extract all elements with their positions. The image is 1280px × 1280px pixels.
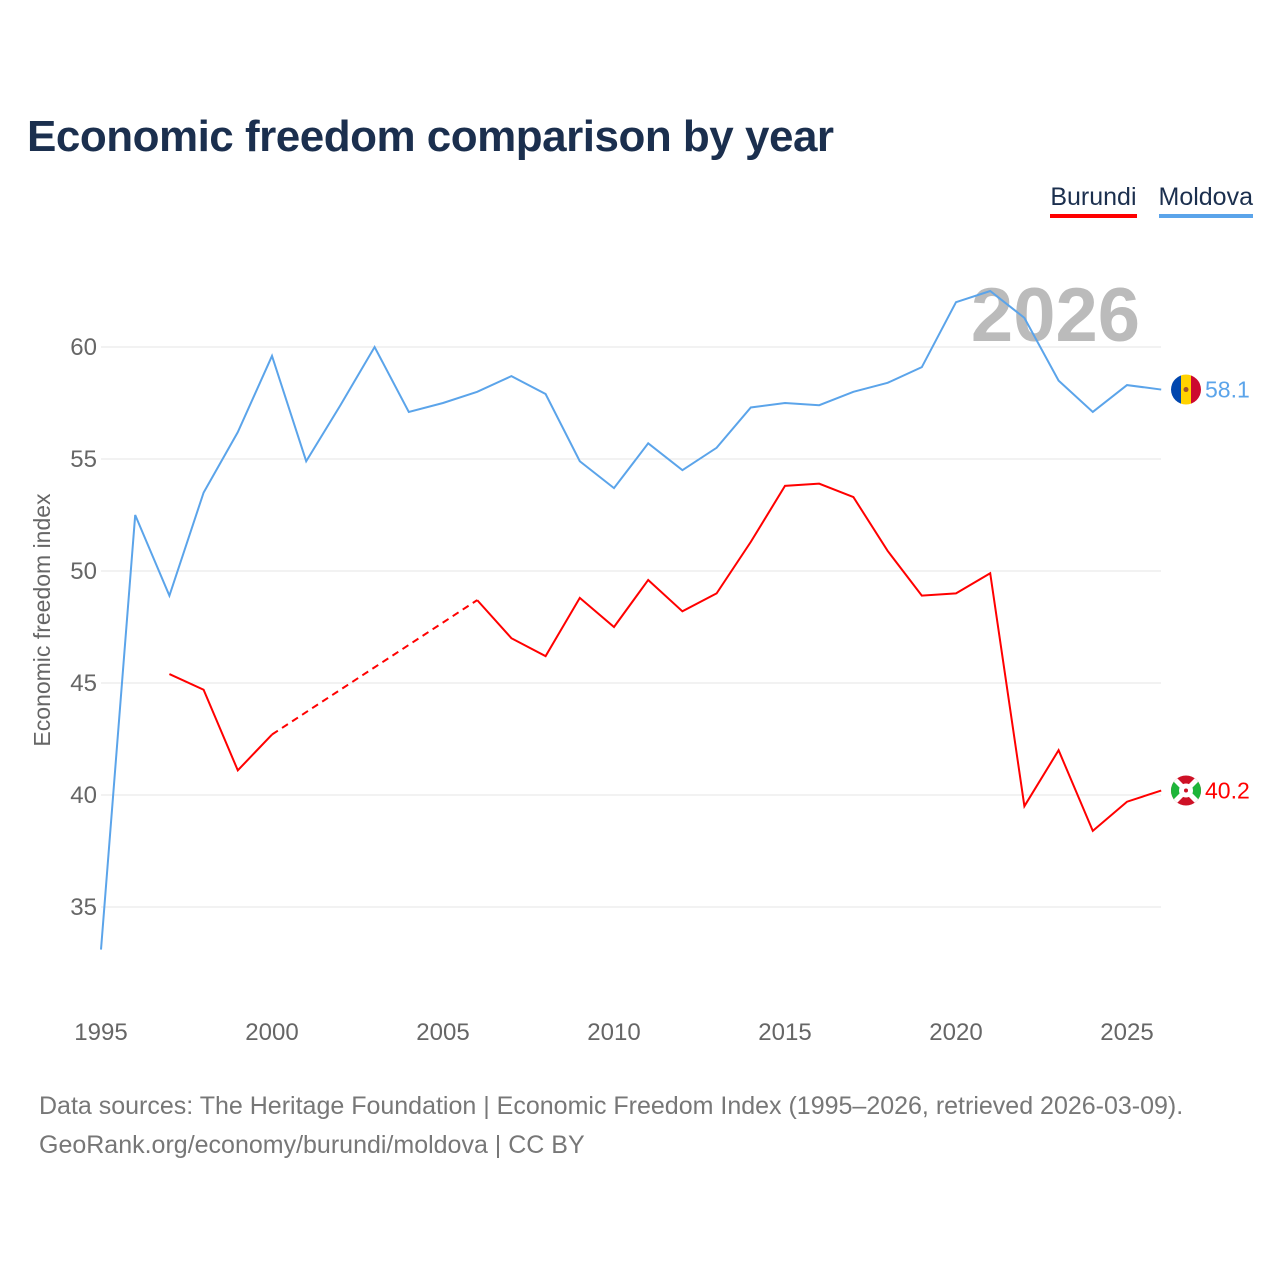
y-tick-label: 45	[70, 670, 97, 697]
source-line-1: Data sources: The Heritage Foundation | …	[39, 1092, 1184, 1120]
y-tick-label: 55	[70, 446, 97, 473]
x-tick-label: 2025	[1100, 1019, 1153, 1046]
series-gap-burundi	[271, 599, 478, 736]
x-tick-label: 2010	[587, 1019, 640, 1046]
series-line-burundi	[168, 673, 273, 773]
burundi-flag-icon	[1171, 775, 1201, 806]
legend-burundi[interactable]: Burundi	[1050, 183, 1137, 218]
y-axis-label: Economic freedom index	[29, 493, 55, 747]
x-tick-label: 2005	[416, 1019, 469, 1046]
series-line-burundi	[476, 482, 1162, 833]
x-tick-label: 2015	[758, 1019, 811, 1046]
source-note: Data sources: The Heritage Foundation | …	[39, 1087, 1183, 1165]
legend: Burundi Moldova	[1050, 183, 1253, 218]
x-tick-label: 2000	[245, 1019, 298, 1046]
x-tick-label: 2020	[929, 1019, 982, 1046]
legend-moldova[interactable]: Moldova	[1158, 183, 1253, 218]
burundi-end-value: 40.2	[1205, 778, 1250, 804]
source-line-2[interactable]: GeoRank.org/economy/burundi/moldova | CC…	[39, 1131, 585, 1159]
year-watermark: 2026	[971, 273, 1140, 358]
series-line-moldova	[100, 289, 1162, 950]
moldova-flag-icon	[1171, 374, 1201, 405]
moldova-end-value: 58.1	[1205, 377, 1250, 403]
y-tick-label: 60	[70, 334, 97, 361]
y-tick-label: 35	[70, 894, 97, 921]
y-tick-label: 50	[70, 558, 97, 585]
chart-title: Economic freedom comparison by year	[27, 112, 834, 161]
y-tick-label: 40	[70, 782, 97, 809]
x-tick-label: 1995	[74, 1019, 127, 1046]
